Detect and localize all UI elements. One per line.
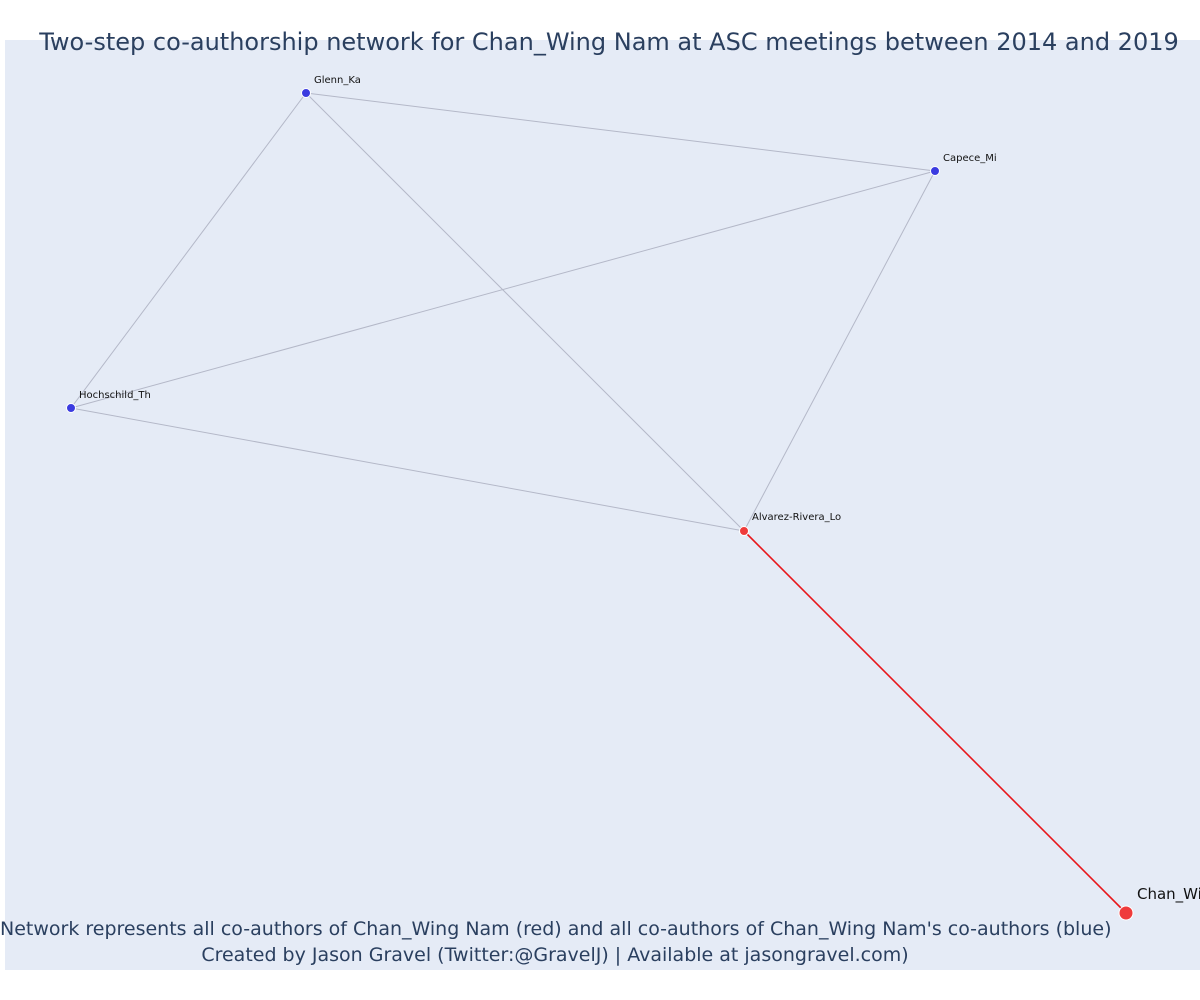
edge-glenn-ka-hochschild-th: [70, 92, 307, 409]
node-label-capece-mi: Capece_Mi: [943, 153, 997, 164]
node-label-hochschild-th: Hochschild_Th: [79, 390, 151, 401]
node-hochschild-th[interactable]: [66, 403, 76, 413]
node-alvarez-rivera-lo[interactable]: [739, 526, 749, 536]
chart-title: Two-step co-authorship network for Chan_…: [39, 28, 1179, 56]
node-capece-mi[interactable]: [930, 166, 940, 176]
node-chan-wi[interactable]: [1118, 905, 1134, 921]
node-label-chan-wi: Chan_Wi: [1137, 885, 1200, 904]
labels-layer: Chan_Wi Alvarez-Rivera_Lo Glenn_Ka Capece_M…: [79, 75, 1200, 904]
edge-glenn-ka-alvarez-rivera-lo: [305, 92, 745, 532]
caption-line-2: Created by Jason Gravel (Twitter:@Gravel…: [201, 944, 909, 966]
nodes-layer: [66, 88, 1134, 921]
node-glenn-ka[interactable]: [301, 88, 311, 98]
edge-capece-mi-alvarez-rivera-lo: [743, 170, 936, 532]
edge-glenn-ka-capece-mi: [305, 92, 936, 172]
caption-line-1: Network represents all co-authors of Cha…: [0, 918, 1112, 940]
edge-capece-mi-hochschild-th: [70, 170, 936, 409]
node-label-glenn-ka: Glenn_Ka: [314, 75, 361, 86]
edges-layer: [70, 92, 1127, 914]
node-label-alvarez-rivera-lo: Alvarez-Rivera_Lo: [752, 512, 841, 523]
edge-alvarez-rivera-lo-chan-wi: [743, 530, 1127, 914]
edge-hochschild-th-alvarez-rivera-lo: [70, 407, 745, 532]
